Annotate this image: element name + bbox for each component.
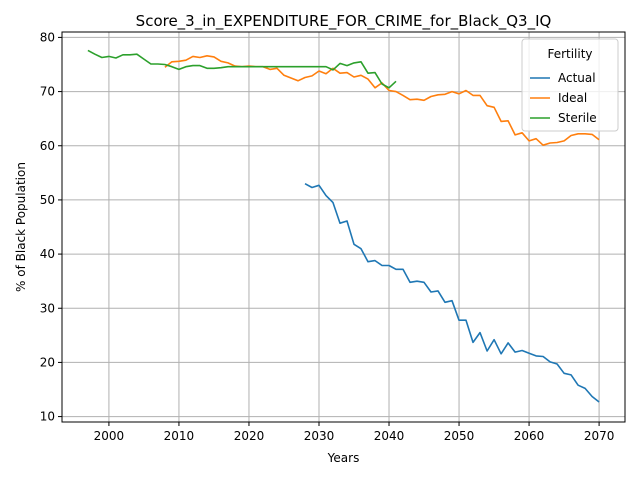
y-tick-label: 80 (40, 30, 55, 44)
legend-label-actual: Actual (558, 71, 596, 85)
y-axis-label: % of Black Population (14, 162, 28, 292)
y-tick-label: 40 (40, 247, 55, 261)
y-tick-label: 50 (40, 193, 55, 207)
x-tick-label: 2070 (584, 429, 615, 443)
series-line-sterile (88, 50, 396, 87)
legend-title: Fertility (547, 47, 592, 61)
x-tick-label: 2000 (94, 429, 125, 443)
x-tick-label: 2050 (444, 429, 475, 443)
y-tick-label: 70 (40, 85, 55, 99)
y-tick-label: 60 (40, 139, 55, 153)
chart-title: Score_3_in_EXPENDITURE_FOR_CRIME_for_Bla… (136, 12, 552, 31)
x-tick-label: 2010 (164, 429, 195, 443)
x-tick-label: 2060 (514, 429, 545, 443)
x-tick-label: 2020 (234, 429, 265, 443)
legend-label-sterile: Sterile (558, 111, 597, 125)
x-tick-label: 2040 (374, 429, 405, 443)
y-tick-label: 30 (40, 301, 55, 315)
y-tick-label: 20 (40, 355, 55, 369)
legend-label-ideal: Ideal (558, 91, 587, 105)
legend: Fertility Actual Ideal Sterile (522, 39, 618, 131)
y-tick-label: 10 (40, 410, 55, 424)
x-tick-label: 2030 (304, 429, 335, 443)
series-line-actual (305, 184, 599, 402)
x-axis-label: Years (327, 451, 360, 465)
